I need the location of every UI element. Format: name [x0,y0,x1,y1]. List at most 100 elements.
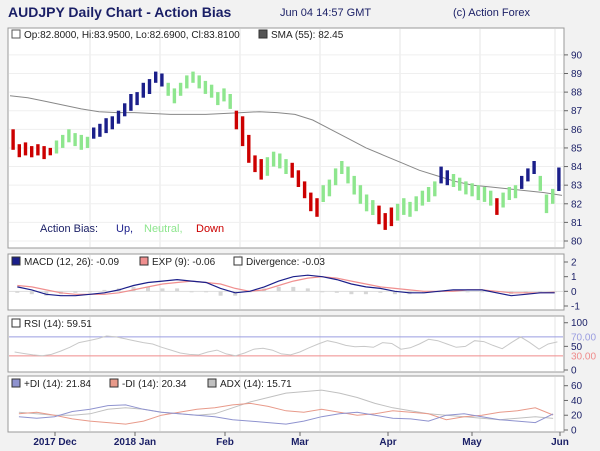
price-bar [451,174,456,187]
price-bar [48,147,52,156]
sma-line [9,95,563,196]
x-tick-label: 2017 Dec [33,437,77,448]
price-bar [520,175,524,189]
rsi-y-tick-label: 50 [571,342,583,353]
divergence-bar [218,291,223,296]
price-bar [61,134,65,148]
price-bar [271,151,276,167]
price-y-tick-label: 83 [571,181,583,192]
divergence-bar [160,288,165,292]
price-bar [439,166,443,184]
divergence-bar [305,288,310,292]
price-bar [495,198,499,215]
divergence-label: Divergence: -0.03 [246,257,325,268]
price-bar [414,196,418,212]
macd-panel [7,253,565,311]
plus-di-line [18,404,554,425]
price-bar [433,181,437,197]
x-tick-label: 2018 Jan [114,437,156,448]
price-bar [197,75,201,89]
price-bar [315,198,319,217]
divergence-bar [233,291,238,296]
price-bar [426,187,431,202]
divergence-bar [334,291,339,293]
ohlc-label: Op:82.8000, Hi:83.9500, Lo:82.6900, Cl:8… [24,30,240,41]
macd-y-tick-label: 1 [571,272,577,283]
price-bar [482,187,487,202]
price-bar [458,177,462,191]
rsi-label: RSI (14): 59.51 [24,319,92,330]
divergence-bar [480,291,485,293]
price-bar [501,192,505,208]
divergence-bar [552,291,557,293]
legend-down: Down [196,223,224,235]
price-bar [135,92,139,106]
price-bar [98,123,102,137]
price-bar [17,144,21,158]
price-bar [296,170,301,187]
legend-neutral: Neutral, [144,223,183,235]
rsi-level-30: 30.00 [571,351,596,362]
chart-timestamp: Jun 04 14:57 GMT [280,7,372,19]
macd-marker-icon [11,256,21,266]
price-bar [358,185,363,204]
x-tick-label: Feb [216,437,234,448]
x-tick-label: May [462,437,482,448]
price-bar [420,190,425,206]
macd-line [17,274,555,297]
price-bar [92,127,96,139]
minus-di-marker-icon [109,378,119,388]
divergence-bar [378,291,383,293]
price-bar [513,185,518,199]
price-bar [166,82,170,96]
price-bar [36,144,40,156]
plus-di-marker-icon [11,378,21,388]
price-bar [67,129,71,143]
dmi-panel [7,375,565,433]
adx-label: ADX (14): 15.71 [220,379,292,390]
divergence-bar [392,291,397,295]
price-bar [222,88,226,102]
sma-marker-icon [258,29,268,39]
rsi-marker-icon [11,318,21,328]
exp-marker-icon [139,256,149,266]
divergence-bar [73,291,78,293]
divergence-bar [494,291,499,293]
divergence-bar [349,291,354,295]
price-y-tick-label: 85 [571,143,583,154]
chart-header: AUDJPY Daily Chart - Action Bias Jun 04 … [0,0,600,24]
price-bar [240,116,245,147]
price-bar [383,213,387,230]
price-bar [526,168,530,182]
price-bar [141,82,145,98]
rsi-level-70: 70.00 [571,332,596,343]
price-bar [110,116,114,130]
minus-di-line [18,402,554,425]
price-bar [265,157,270,176]
dmi-y-tick-label: 60 [571,381,583,392]
price-bar [191,71,195,83]
price-bar [395,203,400,221]
price-bar [445,170,449,186]
price-bar [79,134,83,150]
price-bar [327,179,332,197]
price-bar [129,94,133,111]
price-y-tick-label: 80 [571,237,583,248]
price-bar [364,194,369,212]
price-bar [11,129,15,150]
price-bar [154,71,158,83]
divergence-bar [276,286,281,292]
price-bar [464,181,468,195]
price-bar [538,175,542,191]
macd-y-tick-label: 0 [571,287,577,298]
rsi-y-tick-label: 0 [571,366,577,377]
price-bar [352,175,356,195]
price-y-tick-label: 90 [571,50,583,61]
price-panel [7,27,565,249]
divergence-bar [204,291,209,293]
price-bar [178,82,183,96]
price-bar [470,183,474,197]
plus-di-label: +DI (14): 21.84 [24,379,91,390]
price-y-tick-label: 82 [571,199,583,210]
